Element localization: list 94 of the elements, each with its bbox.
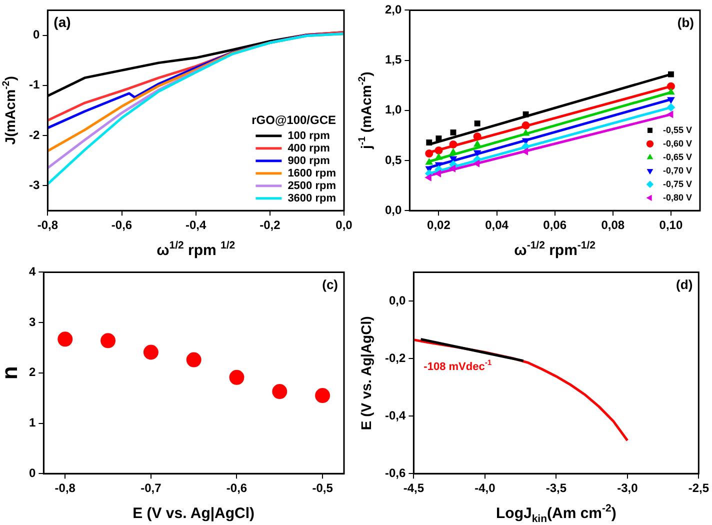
- point: [522, 148, 528, 156]
- y-axis-title: E (V vs. Ag|AgCl): [358, 316, 375, 430]
- legend-label: 100 rpm: [288, 130, 330, 142]
- legend-label: -0,80 V: [662, 192, 692, 202]
- legend-label: -0,70 V: [662, 165, 692, 176]
- y-tick-label: -0,4: [384, 408, 406, 422]
- x-tick-label: -0,4: [185, 218, 206, 232]
- legend-label: 1600 rpm: [288, 167, 336, 180]
- point: [449, 164, 456, 172]
- y-tick-label: 0,0: [388, 293, 406, 308]
- legend-label: -0,75 V: [662, 178, 692, 189]
- point: [666, 110, 674, 118]
- point: [434, 146, 443, 154]
- point: [272, 384, 288, 400]
- point: [667, 88, 674, 95]
- x-tick-label: -0,5: [312, 481, 334, 496]
- y-axis-title: n: [0, 366, 22, 380]
- legend-label: -0,55 V: [662, 124, 692, 135]
- y-tick-label: -1: [29, 78, 40, 92]
- annotation: (d): [676, 276, 693, 292]
- y-tick-label: 0: [28, 466, 36, 480]
- point: [522, 129, 530, 136]
- x-tick-label: 0,08: [601, 218, 625, 232]
- point: [143, 344, 158, 360]
- annotation: (c): [322, 276, 338, 292]
- x-tick-label: -0,6: [226, 481, 248, 496]
- y-tick-label: -3: [29, 178, 40, 192]
- point: [474, 120, 480, 126]
- y-tick-label: 4: [28, 264, 36, 279]
- point: [426, 158, 433, 165]
- x-tick-label: -3,5: [546, 481, 567, 496]
- point: [449, 140, 458, 148]
- x-tick-label: -4,5: [403, 481, 424, 496]
- point: [522, 111, 529, 118]
- legend-label: 3600 rpm: [288, 192, 336, 204]
- x-tick-label: -0,2: [260, 218, 281, 232]
- point: [450, 129, 456, 136]
- y-tick-label: 0: [32, 28, 40, 42]
- y-tick-label: 1,0: [384, 102, 402, 117]
- point: [666, 82, 675, 90]
- point: [435, 153, 442, 160]
- y-tick-label: 1,5: [384, 52, 402, 67]
- x-tick-label: 0,10: [659, 218, 683, 232]
- point: [473, 160, 480, 168]
- point: [229, 370, 244, 385]
- legend-label: 400 rpm: [288, 142, 330, 154]
- point: [667, 97, 674, 104]
- point: [450, 148, 457, 155]
- point: [473, 132, 482, 140]
- x-tick-label: -4,0: [474, 481, 496, 496]
- point: [186, 352, 202, 368]
- point: [436, 135, 442, 142]
- point: [434, 170, 441, 178]
- x-tick-label: 0,04: [485, 218, 509, 232]
- point: [58, 332, 73, 347]
- y-tick-label: -0,6: [384, 466, 406, 480]
- x-tick-label: -3,0: [617, 481, 638, 496]
- x-tick-label: -0,7: [140, 481, 162, 496]
- legend-label: 2500 rpm: [288, 180, 336, 192]
- legend-label: -0,65 V: [662, 152, 692, 162]
- y-tick-label: 2,0: [384, 2, 402, 17]
- legend-title: rGO@100/GCE: [252, 112, 336, 127]
- point: [426, 139, 432, 146]
- point: [666, 103, 675, 112]
- y-axis-title: J(mAcm-2): [0, 76, 18, 145]
- x-tick-label: -0,8: [37, 218, 58, 232]
- point: [522, 138, 530, 144]
- point: [425, 174, 432, 182]
- legend-label: -0,60 V: [662, 138, 692, 148]
- y-tick-label: -2: [29, 128, 40, 142]
- point: [668, 71, 674, 78]
- point: [425, 149, 434, 158]
- y-tick-label: 1: [28, 416, 36, 430]
- y-tick-label: -0,2: [384, 350, 406, 365]
- y-tick-label: 3: [28, 314, 36, 329]
- point: [100, 333, 116, 348]
- x-tick-label: 0,0: [336, 218, 353, 232]
- y-axis-title: j-1 (mAcm-2): [356, 72, 374, 150]
- y-tick-label: 0,0: [384, 202, 402, 217]
- x-tick-label: -0,8: [54, 481, 76, 496]
- legend-label: 900 rpm: [288, 154, 330, 167]
- point: [522, 121, 530, 130]
- y-tick-label: 2: [28, 365, 36, 380]
- x-tick-label: 0,06: [543, 218, 567, 232]
- x-tick-label: 0,02: [427, 218, 451, 232]
- point: [474, 150, 481, 156]
- y-tick-label: 0,5: [384, 152, 402, 167]
- annotation: (b): [677, 14, 694, 30]
- annotation: (a): [54, 14, 71, 30]
- x-axis-title: E (V vs. Ag|AgCl): [132, 505, 255, 522]
- point: [315, 388, 330, 404]
- x-tick-label: -0,6: [111, 218, 132, 232]
- point: [474, 140, 481, 147]
- x-tick-label: -2,5: [688, 481, 710, 496]
